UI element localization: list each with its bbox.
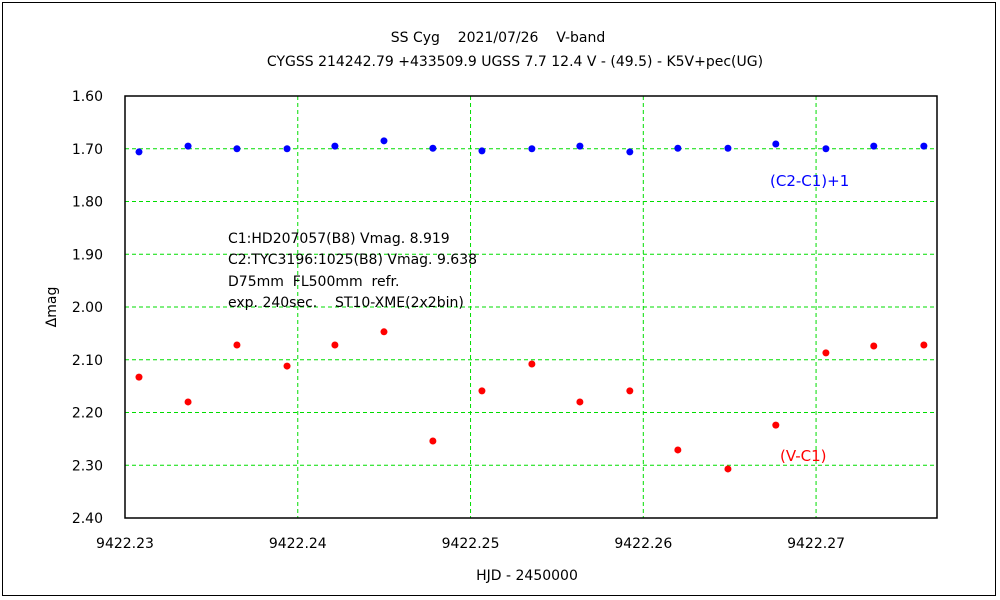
point-v-c1 — [331, 341, 339, 349]
point-v-c1 — [528, 360, 536, 368]
point-c2-c1 — [283, 145, 291, 153]
point-c2-c1 — [184, 142, 192, 150]
point-c2-c1 — [331, 142, 339, 150]
point-c2-c1 — [478, 147, 486, 155]
point-v-c1 — [822, 349, 830, 357]
point-c2-c1 — [380, 137, 388, 145]
y-tick-label: 1.70 — [72, 142, 103, 158]
point-v-c1 — [576, 398, 584, 406]
legend-c2-c1: (C2-C1)+1 — [770, 172, 849, 190]
annotation-c2: C2:TYC3196:1025(B8) Vmag. 9.638 — [228, 252, 477, 268]
y-tick-label: 1.90 — [72, 247, 103, 263]
point-c2-c1 — [772, 140, 780, 148]
y-tick-label: 1.60 — [72, 89, 103, 105]
x-tick-label: 9422.24 — [269, 536, 327, 552]
y-tick-label: 2.40 — [72, 511, 103, 527]
point-c2-c1 — [576, 142, 584, 150]
point-c2-c1 — [920, 142, 928, 150]
x-tick-label: 9422.26 — [614, 536, 672, 552]
point-v-c1 — [135, 373, 143, 381]
point-v-c1 — [283, 362, 291, 370]
x-tick-label: 9422.27 — [787, 536, 845, 552]
annotation-telescope: D75mm FL500mm refr. — [228, 274, 399, 290]
point-v-c1 — [920, 341, 928, 349]
legend-v-c1: (V-C1) — [780, 447, 827, 465]
point-v-c1 — [184, 398, 192, 406]
point-v-c1 — [674, 446, 682, 454]
point-c2-c1 — [674, 144, 682, 152]
x-tick-label: 9422.25 — [442, 536, 500, 552]
point-v-c1 — [233, 341, 241, 349]
point-c2-c1 — [528, 145, 536, 153]
annotation-exposure: exp. 240sec. ST10-XME(2x2bin) — [228, 295, 464, 311]
chart-subtitle: CYGSS 214242.79 +433509.9 UGSS 7.7 12.4 … — [267, 54, 763, 70]
chart-title: SS Cyg 2021/07/26 V-band — [391, 30, 606, 46]
point-v-c1 — [626, 387, 634, 395]
y-axis-label: Δmag — [44, 287, 60, 328]
y-tick-label: 2.10 — [72, 353, 103, 369]
point-v-c1 — [724, 465, 732, 473]
point-v-c1 — [870, 342, 878, 350]
plot-area — [124, 95, 938, 519]
point-c2-c1 — [724, 144, 732, 152]
point-v-c1 — [380, 328, 388, 336]
x-tick-label: 9422.23 — [96, 536, 154, 552]
point-c2-c1 — [822, 145, 830, 153]
point-v-c1 — [429, 437, 437, 445]
y-tick-label: 1.80 — [72, 195, 103, 211]
point-v-c1 — [772, 421, 780, 429]
point-c2-c1 — [135, 148, 143, 156]
y-tick-label: 2.30 — [72, 458, 103, 474]
x-axis-label: HJD - 2450000 — [476, 568, 578, 584]
point-v-c1 — [478, 387, 486, 395]
point-c2-c1 — [429, 144, 437, 152]
point-c2-c1 — [626, 148, 634, 156]
annotation-c1: C1:HD207057(B8) Vmag. 8.919 — [228, 231, 450, 247]
point-c2-c1 — [870, 142, 878, 150]
y-tick-label: 2.00 — [72, 300, 103, 316]
point-c2-c1 — [233, 145, 241, 153]
y-tick-label: 2.20 — [72, 406, 103, 422]
